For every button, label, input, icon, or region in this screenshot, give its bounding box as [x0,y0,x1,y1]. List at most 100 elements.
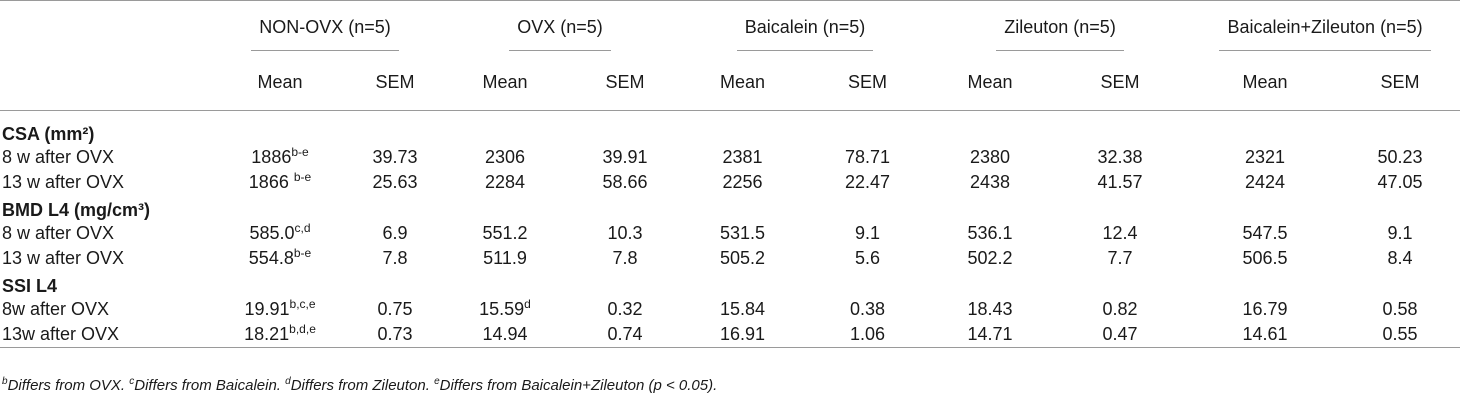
cell-value: 14.94 [482,324,528,344]
sem-cell: 0.75 [350,297,440,322]
subheader-row: Mean SEM Mean SEM Mean SEM Mean SEM Mean… [0,55,1460,111]
sem-cell: 47.05 [1340,170,1460,195]
cell-value: 2438 [970,172,1011,192]
cell-value: 50.23 [1377,147,1423,167]
sem-header: SEM [1050,55,1191,111]
mean-cell: 2424 [1190,170,1340,195]
group-header-zileuton: Zileuton (n=5) [930,1,1190,56]
mean-header: Mean [440,55,570,111]
cell-value: 7.7 [1107,248,1133,268]
sem-cell: 8.4 [1340,246,1460,271]
sem-cell: 7.8 [350,246,440,271]
results-table: NON-OVX (n=5) OVX (n=5) Baicalein (n=5) … [0,0,1460,348]
cell-value: 6.9 [382,223,408,243]
cell-value: 0.58 [1382,299,1418,319]
sem-cell: 22.47 [805,170,930,195]
group-header-baicalein: Baicalein (n=5) [680,1,930,56]
group-header-row: NON-OVX (n=5) OVX (n=5) Baicalein (n=5) … [0,0,1460,56]
sem-cell: 9.1 [805,221,930,246]
group-label: Baicalein+Zileuton (n=5) [1219,17,1431,51]
sem-cell: 32.38 [1050,145,1190,170]
significance-superscript: b-e [291,145,309,159]
mean-cell: 554.8b-e [210,246,350,271]
sem-cell: 41.57 [1050,170,1190,195]
mean-cell: 531.5 [680,221,805,246]
cell-value: 551.2 [482,223,528,243]
mean-cell: 551.2 [440,221,570,246]
cell-value: 0.38 [850,299,886,319]
sem-cell: 6.9 [350,221,440,246]
cell-value: 2424 [1245,172,1286,192]
sem-cell: 5.6 [805,246,930,271]
sem-cell: 7.8 [570,246,680,271]
cell-value: 15.59 [479,299,525,319]
cell-value: 502.2 [967,248,1013,268]
cell-value: 585.0 [249,223,295,243]
cell-value: 12.4 [1102,223,1138,243]
row-label: 8 w after OVX [2,223,115,243]
mean-cell: 14.94 [440,322,570,348]
significance-superscript: c,d [294,221,311,235]
cell-value: 0.73 [377,324,413,344]
cell-value: 25.63 [372,172,418,192]
sem-cell: 39.91 [570,145,680,170]
group-header-baicalein-zileuton: Baicalein+Zileuton (n=5) [1190,1,1460,56]
group-header-ovx: OVX (n=5) [440,1,680,56]
cell-value: 0.82 [1102,299,1138,319]
mean-cell: 14.71 [930,322,1051,348]
group-header-non-ovx: NON-OVX (n=5) [210,1,440,56]
sem-cell: 0.38 [805,297,930,322]
sem-cell: 25.63 [350,170,440,195]
significance-superscript: b-e [293,246,312,260]
cell-value: 0.75 [377,299,413,319]
cell-value: 0.74 [607,324,643,344]
group-label: Zileuton (n=5) [996,17,1124,51]
cell-value: 7.8 [612,248,638,268]
cell-value: 1886 [251,147,292,167]
cell-value: 7.8 [382,248,408,268]
mean-cell: 16.79 [1190,297,1340,322]
sem-cell: 0.55 [1340,322,1460,348]
cell-value: 547.5 [1242,223,1288,243]
footnote-text: Differs from Baicalein+Zileuton (p < 0.0… [439,377,718,394]
mean-cell: 15.84 [680,297,805,322]
sem-cell: 12.4 [1050,221,1190,246]
cell-value: 9.1 [855,223,881,243]
cell-value: 10.3 [607,223,643,243]
corner-cell [0,55,210,111]
significance-superscript: b-e [293,170,312,184]
mean-header: Mean [210,55,350,111]
cell-value: 16.79 [1242,299,1288,319]
corner-cell [0,1,210,56]
sem-cell: 78.71 [805,145,930,170]
cell-value: 511.9 [483,248,527,268]
mean-cell: 2306 [440,145,570,170]
sem-cell: 39.73 [350,145,440,170]
sem-cell: 0.47 [1050,322,1191,348]
cell-value: 2256 [722,172,763,192]
row-label: 13 w after OVX [2,248,125,268]
cell-value: 531.5 [719,223,766,243]
mean-cell: 2256 [680,170,805,195]
significance-superscript: d [524,297,531,311]
mean-cell: 506.5 [1190,246,1340,271]
group-label: Baicalein (n=5) [736,17,874,51]
mean-header: Mean [930,55,1051,111]
cell-value: 15.84 [719,299,766,319]
cell-value: 2284 [484,172,526,192]
sem-cell: 50.23 [1340,145,1460,170]
footnote-text: Differs from Zileuton. [290,377,435,394]
mean-cell: 1866 b-e [210,170,350,195]
footnote-text: Differs from OVX. [7,377,130,394]
cell-value: 0.55 [1382,324,1418,344]
mean-header: Mean [680,55,806,111]
cell-value: 18.21 [244,324,290,344]
footnote-text: Differs from Baicalein. [134,377,286,394]
mean-cell: 18.21b,d,e [210,322,350,348]
mean-cell: 536.1 [930,221,1050,246]
significance-superscript: b,d,e [289,322,316,336]
table-row: 8 w after OVX 585.0c,d 6.9 551.2 10.3 531.5 9.… [0,221,1460,246]
row-label: 8w after OVX [2,299,110,319]
mean-cell: 19.91b,c,e [210,297,350,322]
cell-value: 0.32 [607,299,643,319]
